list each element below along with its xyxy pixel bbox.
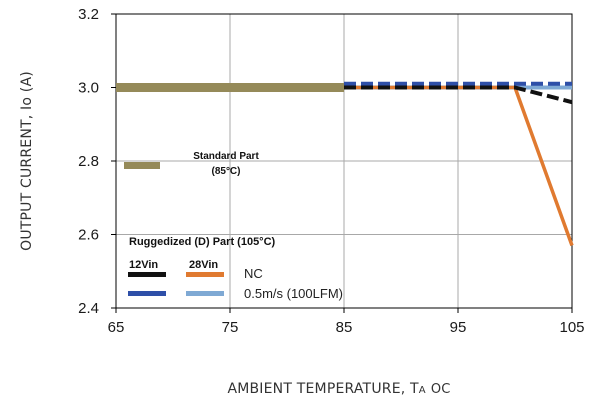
legend-row-nc: NC: [244, 266, 263, 281]
x-tick-label: 95: [450, 319, 467, 336]
legend-standard: Standard Part (85°C): [124, 151, 259, 177]
x-tick-label: 105: [559, 319, 584, 336]
x-axis-title-unit: OC: [431, 382, 451, 397]
legend-swatch-28vin-nc: [186, 272, 224, 277]
legend-swatch-standard: [124, 162, 160, 169]
legend-standard-sub: (85°C): [211, 166, 240, 177]
y-tick-label: 3.2: [78, 6, 99, 23]
y-tick-label: 2.6: [78, 227, 99, 244]
legend-swatch-12vin-airflow: [128, 291, 166, 296]
x-axis-title: AMBIENT TEMPERATURE, TA OC: [227, 381, 450, 397]
y-axis-title: OUTPUT CURRENT, Io (A): [19, 71, 35, 251]
legend-row-airflow: 0.5m/s (100LFM): [244, 286, 343, 301]
legend-swatch-28vin-airflow: [186, 291, 224, 296]
series-line-12vin-nc: [344, 85, 573, 105]
legend-swatch-12vin-nc: [128, 272, 166, 277]
y-tick-label: 3.0: [78, 80, 99, 97]
x-axis-title-subscript: A: [419, 385, 426, 396]
x-tick-label: 85: [336, 319, 353, 336]
legend-col-12vin: 12Vin: [129, 259, 158, 271]
x-tick-label: 65: [108, 319, 125, 336]
x-tick-label: 75: [222, 319, 239, 336]
y-tick-label: 2.4: [78, 300, 99, 317]
legend-rugged-title: Ruggedized (D) Part (105°C): [129, 236, 276, 248]
y-tick-label: 2.8: [78, 153, 99, 170]
grid: [116, 14, 572, 308]
x-axis-title-main: AMBIENT TEMPERATURE, T: [227, 381, 419, 397]
tick-labels: 65 75 85 95 105 2.4 2.6 2.8 3.0 3.2: [78, 6, 584, 336]
legend-ruggedized: Ruggedized (D) Part (105°C) 12Vin 28Vin …: [128, 236, 343, 301]
series-group: [116, 81, 574, 247]
legend-standard-title: Standard Part: [193, 151, 259, 162]
legend-col-28vin: 28Vin: [189, 259, 218, 271]
